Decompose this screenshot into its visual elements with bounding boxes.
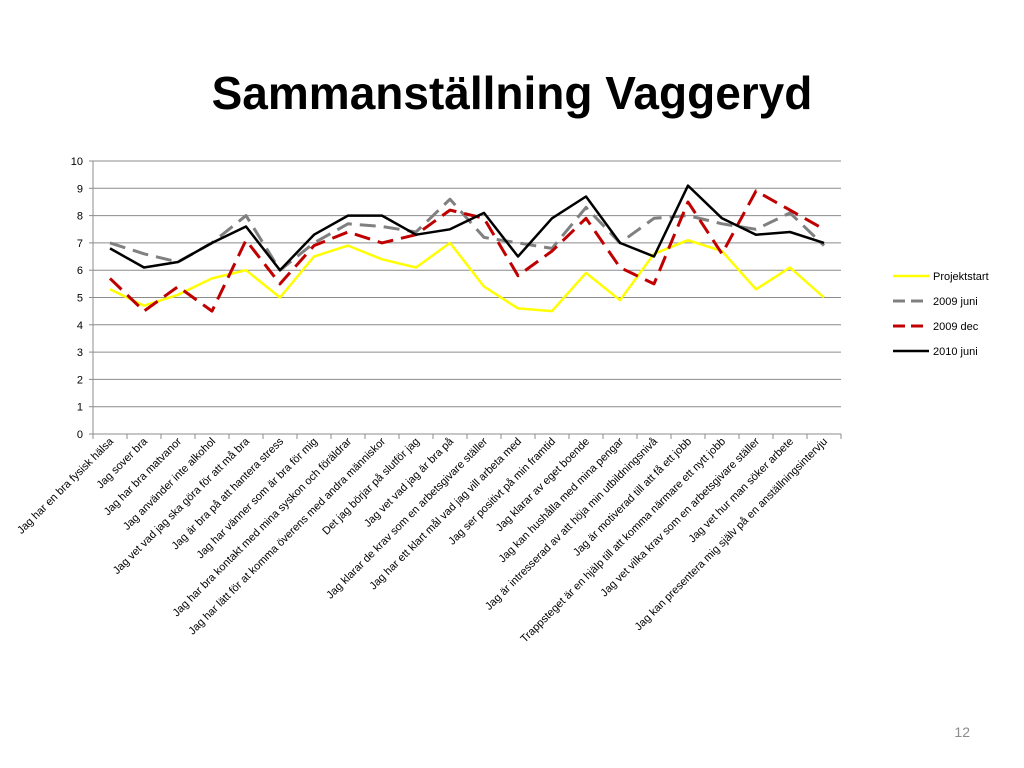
series-lines [108, 184, 826, 313]
legend: Projektstart 2009 juni 2009 dec 2010 juni [893, 271, 989, 358]
slide-title: Sammanställning Vaggeryd [211, 67, 813, 119]
x-tick-label: Jag kan hushålla med mina pengar [497, 435, 627, 565]
y-tick-label: 3 [77, 347, 83, 359]
y-tick-label: 7 [77, 238, 83, 250]
y-tick-label: 5 [77, 293, 83, 305]
x-tick-label: Jag har vänner som är bra för mig [194, 436, 320, 562]
legend-label: 2010 juni [933, 346, 978, 358]
y-tick-label: 6 [77, 265, 83, 277]
gridlines [93, 160, 841, 408]
y-tick-label: 4 [77, 320, 83, 332]
y-tick-label: 0 [77, 429, 83, 441]
legend-label: Projektstart [933, 271, 989, 283]
series-line [109, 184, 825, 272]
y-tick-label: 10 [71, 156, 83, 168]
legend-label: 2009 dec [933, 321, 979, 333]
y-tick-label: 1 [77, 402, 83, 414]
y-tick-labels: 0 1 2 3 4 5 6 7 8 9 10 [71, 156, 83, 441]
y-tick-label: 8 [77, 211, 83, 223]
series-line [109, 197, 826, 272]
axes [89, 160, 842, 439]
series-line [109, 238, 825, 313]
series-line [108, 189, 825, 313]
y-tick-label: 2 [77, 374, 83, 386]
y-tick-label: 9 [77, 183, 83, 195]
legend-label: 2009 juni [933, 296, 978, 308]
x-tick-label: Jag vet vilka krav som en arbetsgivare s… [598, 435, 762, 599]
page-number: 12 [954, 724, 970, 740]
